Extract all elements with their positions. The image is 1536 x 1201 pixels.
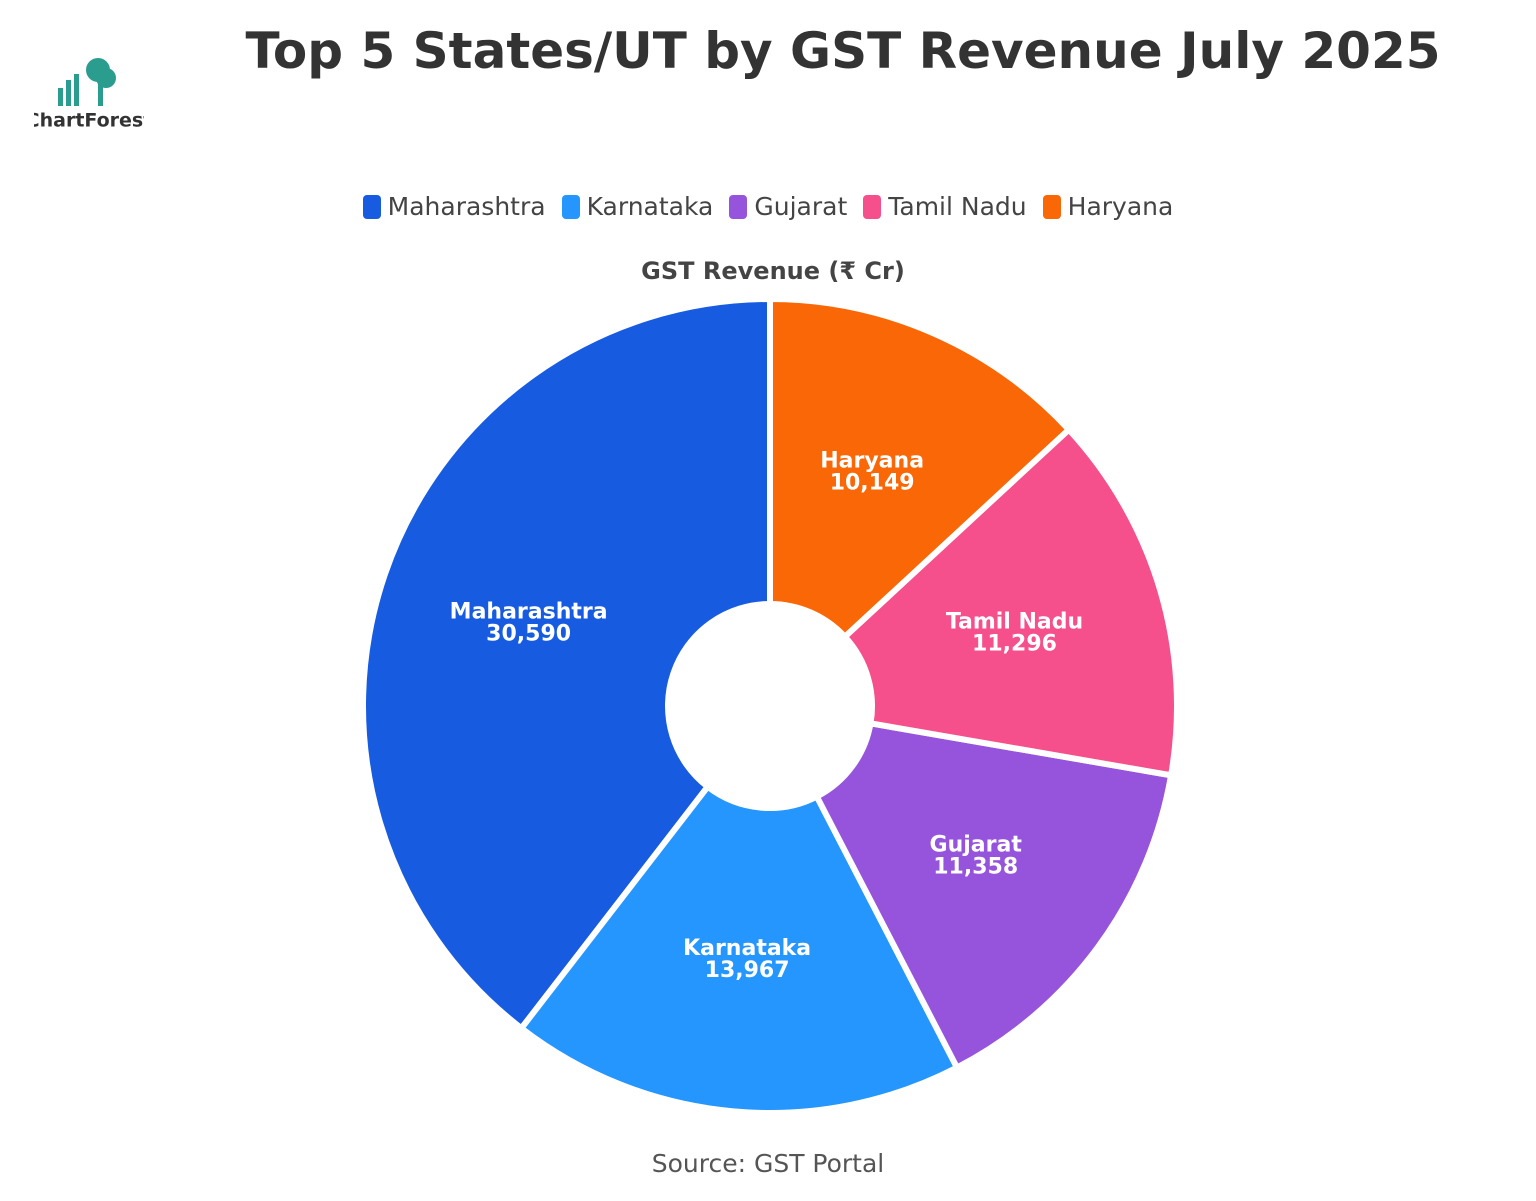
legend-item: Haryana	[1042, 192, 1174, 221]
legend-item: Gujarat	[729, 192, 847, 221]
logo: ChartForest	[34, 58, 144, 132]
slice-label: Tamil Nadu	[946, 610, 1083, 635]
slice-value: 11,358	[933, 855, 1018, 880]
legend-item: Karnataka	[561, 192, 714, 221]
legend-label: Karnataka	[586, 192, 714, 221]
slice	[360, 296, 773, 1032]
chart-title: Top 5 States/UT by GST Revenue July 2025	[245, 22, 1441, 80]
legend-label: Maharashtra	[387, 192, 546, 221]
slice	[813, 720, 1175, 1071]
slice-label: Haryana	[820, 448, 924, 473]
legend: Maharashtra Karnataka Gujarat Tamil Nadu Har…	[0, 192, 1536, 221]
legend-swatch	[362, 194, 381, 219]
legend-item: Tamil Nadu	[863, 192, 1027, 221]
slice-value: 30,590	[486, 622, 571, 647]
legend-swatch	[1042, 194, 1061, 219]
legend-label: Haryana	[1067, 192, 1174, 221]
source: Source: GST Portal	[652, 1149, 885, 1178]
legend-label: Tamil Nadu	[888, 192, 1027, 221]
slice-label: Maharashtra	[450, 600, 608, 625]
slice-value: 11,296	[972, 632, 1057, 657]
legend-swatch	[863, 194, 882, 219]
slice-label: Gujarat	[930, 833, 1023, 858]
chart-subtitle: GST Revenue (₹ Cr)	[641, 257, 905, 285]
logo-text: ChartForest	[34, 110, 144, 132]
slice	[767, 296, 1072, 640]
slice-value: 13,967	[705, 958, 790, 983]
slice	[841, 426, 1180, 779]
legend-label: Gujarat	[754, 192, 848, 221]
legend-item: Maharashtra	[362, 192, 546, 221]
legend-swatch	[561, 194, 580, 219]
slice	[518, 783, 960, 1116]
slice-label: Karnataka	[683, 936, 811, 961]
slice-value: 10,149	[830, 470, 915, 495]
legend-swatch	[729, 194, 748, 219]
